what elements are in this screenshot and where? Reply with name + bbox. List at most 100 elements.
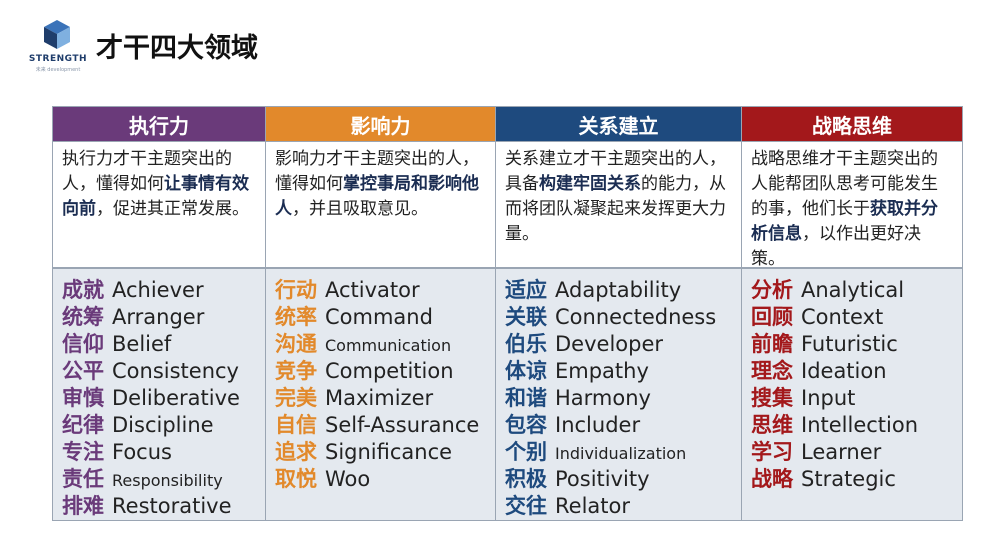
theme-item: 信仰 Belief bbox=[62, 331, 265, 358]
theme-en-name: Command bbox=[325, 305, 433, 329]
theme-item: 完美 Maximizer bbox=[275, 385, 495, 412]
domain-column: 关系建立 关系建立才干主题突出的人，具备构建牢固关系的能力，从而将团队凝聚起来发… bbox=[495, 107, 741, 520]
theme-en-name: Discipline bbox=[112, 413, 214, 437]
highlight-text: 构建牢固关系 bbox=[539, 174, 641, 194]
theme-en-name: Futuristic bbox=[801, 332, 898, 356]
theme-cn-name: 包容 bbox=[505, 413, 547, 437]
theme-en-name: Restorative bbox=[112, 494, 232, 518]
theme-en-name: Communication bbox=[325, 336, 452, 355]
theme-item: 行动 Activator bbox=[275, 277, 495, 304]
theme-item: 专注 Focus bbox=[62, 439, 265, 466]
theme-item: 沟通 Communication bbox=[275, 331, 495, 358]
theme-en-name: Maximizer bbox=[325, 386, 434, 410]
description-text: 的能力，从而将团队凝聚起来发挥更大力量。 bbox=[505, 174, 726, 244]
theme-cn-name: 积极 bbox=[505, 467, 547, 491]
theme-en-name: Adaptability bbox=[555, 278, 682, 302]
theme-cn-name: 信仰 bbox=[62, 332, 104, 356]
theme-cn-name: 交往 bbox=[505, 494, 547, 518]
theme-cn-name: 竞争 bbox=[275, 359, 317, 383]
logo-text: STRENGTH bbox=[28, 54, 88, 64]
theme-cn-name: 完美 bbox=[275, 386, 317, 410]
theme-cn-name: 搜集 bbox=[751, 386, 793, 410]
theme-en-name: Connectedness bbox=[555, 305, 717, 329]
theme-en-name: Context bbox=[801, 305, 884, 329]
theme-item: 交往 Relator bbox=[505, 493, 741, 520]
theme-item: 前瞻 Futuristic bbox=[751, 331, 962, 358]
theme-cn-name: 公平 bbox=[62, 359, 104, 383]
theme-item: 学习 Learner bbox=[751, 439, 962, 466]
theme-cn-name: 审慎 bbox=[62, 386, 104, 410]
theme-cn-name: 适应 bbox=[505, 278, 547, 302]
theme-en-name: Strategic bbox=[801, 467, 896, 491]
theme-cn-name: 关联 bbox=[505, 305, 547, 329]
theme-item: 回顾 Context bbox=[751, 304, 962, 331]
logo-subtext: 未来 development bbox=[35, 67, 81, 73]
theme-en-name: Woo bbox=[325, 467, 371, 491]
theme-item: 体谅 Empathy bbox=[505, 358, 741, 385]
theme-item: 包容 Includer bbox=[505, 412, 741, 439]
theme-cn-name: 沟通 bbox=[275, 332, 317, 356]
theme-item: 思维 Intellection bbox=[751, 412, 962, 439]
theme-en-name: Relator bbox=[555, 494, 630, 518]
theme-en-name: Individualization bbox=[555, 444, 687, 463]
theme-item: 公平 Consistency bbox=[62, 358, 265, 385]
theme-en-name: Focus bbox=[112, 440, 172, 464]
domain-column: 战略思维 战略思维才干主题突出的人能帮团队思考可能发生的事，他们长于获取并分析信… bbox=[741, 107, 962, 520]
cube-logo-icon bbox=[44, 20, 70, 49]
theme-list: 分析 Analytical 回顾 Context 前瞻 Futuristic 理念 Ideat… bbox=[742, 267, 962, 520]
theme-cn-name: 责任 bbox=[62, 467, 104, 491]
theme-en-name: Competition bbox=[325, 359, 454, 383]
column-header: 关系建立 bbox=[496, 107, 741, 141]
description-text: 执行力才干主题突出的人，懂得如何 bbox=[62, 149, 232, 194]
theme-en-name: Includer bbox=[555, 413, 641, 437]
description-text: ，以作出更好决策。 bbox=[751, 224, 921, 269]
theme-item: 积极 Positivity bbox=[505, 466, 741, 493]
theme-en-name: Analytical bbox=[801, 278, 905, 302]
theme-item: 适应 Adaptability bbox=[505, 277, 741, 304]
theme-en-name: Harmony bbox=[555, 386, 651, 410]
theme-item: 纪律 Discipline bbox=[62, 412, 265, 439]
description-text: ，促进其正常发展。 bbox=[96, 199, 249, 219]
theme-cn-name: 纪律 bbox=[62, 413, 104, 437]
theme-cn-name: 专注 bbox=[62, 440, 104, 464]
column-description: 关系建立才干主题突出的人，具备构建牢固关系的能力，从而将团队凝聚起来发挥更大力量… bbox=[496, 141, 741, 267]
theme-item: 个别 Individualization bbox=[505, 439, 741, 466]
highlight-text: 让事情有效向前 bbox=[62, 174, 249, 219]
column-header: 战略思维 bbox=[742, 107, 962, 141]
theme-en-name: Deliberative bbox=[112, 386, 240, 410]
column-header: 执行力 bbox=[53, 107, 265, 141]
theme-cn-name: 行动 bbox=[275, 278, 317, 302]
highlight-text: 获取并分析信息 bbox=[751, 199, 938, 244]
theme-item: 分析 Analytical bbox=[751, 277, 962, 304]
theme-cn-name: 个别 bbox=[505, 440, 547, 464]
theme-en-name: Significance bbox=[325, 440, 453, 464]
theme-item: 责任 Responsibility bbox=[62, 466, 265, 493]
talent-domains-table: 执行力 执行力才干主题突出的人，懂得如何让事情有效向前，促进其正常发展。 成就 A… bbox=[52, 106, 963, 521]
highlight-text: 掌控事局和影响他人 bbox=[275, 174, 479, 219]
theme-en-name: Positivity bbox=[555, 467, 650, 491]
theme-item: 统筹 Arranger bbox=[62, 304, 265, 331]
theme-cn-name: 自信 bbox=[275, 413, 317, 437]
theme-en-name: Responsibility bbox=[112, 471, 223, 490]
theme-cn-name: 统筹 bbox=[62, 305, 104, 329]
theme-en-name: Belief bbox=[112, 332, 172, 356]
theme-item: 统率 Command bbox=[275, 304, 495, 331]
theme-en-name: Achiever bbox=[112, 278, 204, 302]
description-text: 影响力才干主题突出的人，懂得如何 bbox=[275, 149, 479, 194]
theme-cn-name: 战略 bbox=[751, 467, 793, 491]
page-title: 才干四大领域 bbox=[96, 33, 258, 64]
theme-cn-name: 追求 bbox=[275, 440, 317, 464]
theme-item: 战略 Strategic bbox=[751, 466, 962, 493]
theme-cn-name: 前瞻 bbox=[751, 332, 793, 356]
column-header: 影响力 bbox=[266, 107, 495, 141]
theme-en-name: Activator bbox=[325, 278, 420, 302]
theme-item: 搜集 Input bbox=[751, 385, 962, 412]
description-text: ，并且吸取意见。 bbox=[292, 199, 428, 219]
theme-en-name: Arranger bbox=[112, 305, 205, 329]
theme-item: 伯乐 Developer bbox=[505, 331, 741, 358]
domain-column: 执行力 执行力才干主题突出的人，懂得如何让事情有效向前，促进其正常发展。 成就 A… bbox=[53, 107, 265, 520]
theme-cn-name: 排难 bbox=[62, 494, 104, 518]
theme-cn-name: 思维 bbox=[751, 413, 793, 437]
theme-item: 成就 Achiever bbox=[62, 277, 265, 304]
theme-cn-name: 学习 bbox=[751, 440, 793, 464]
